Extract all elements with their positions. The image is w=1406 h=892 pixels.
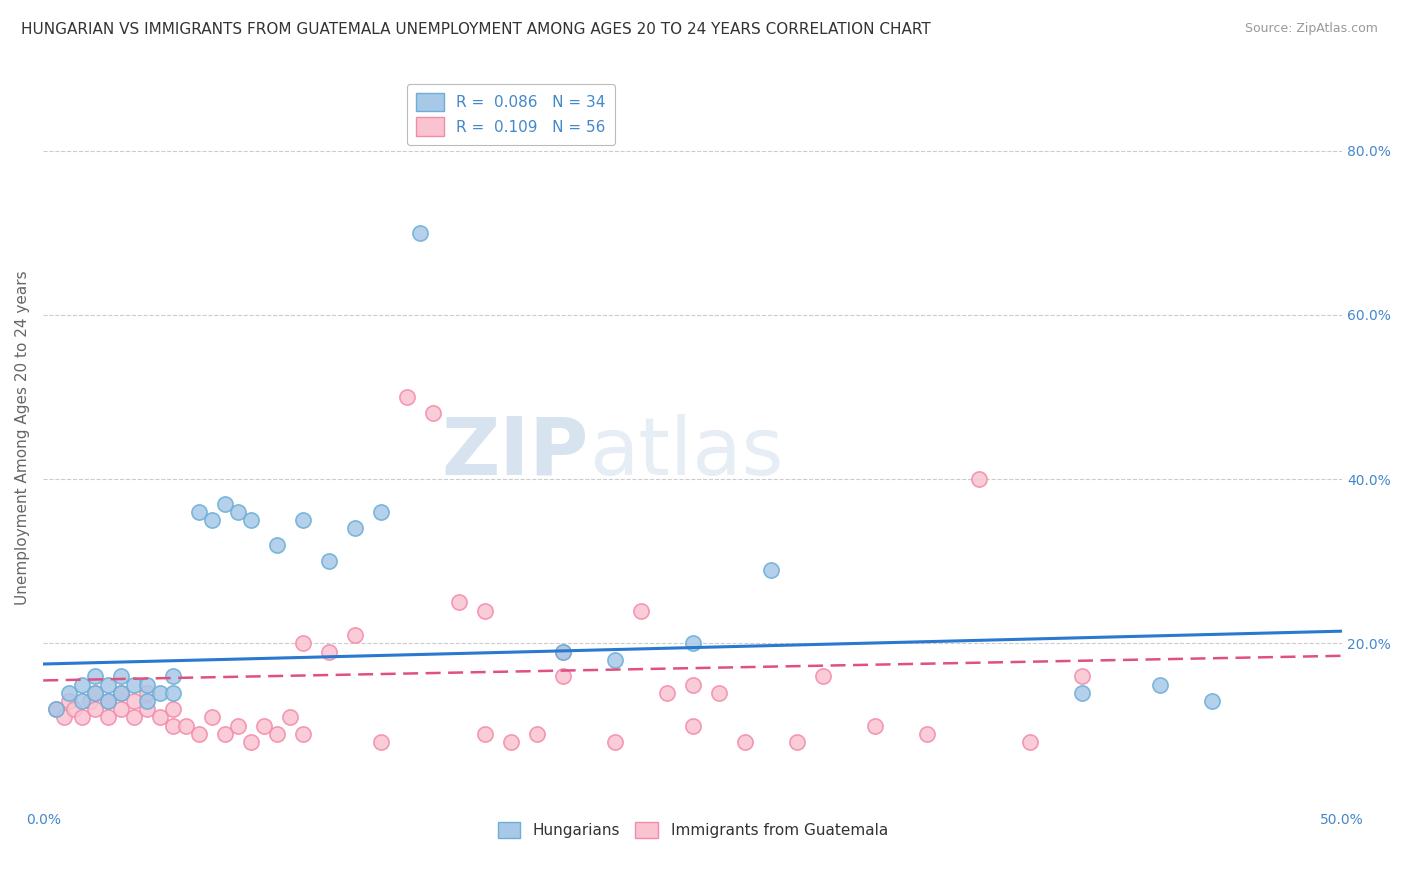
Point bbox=[110, 702, 132, 716]
Point bbox=[97, 677, 120, 691]
Point bbox=[174, 718, 197, 732]
Point bbox=[240, 735, 263, 749]
Point bbox=[162, 686, 184, 700]
Point bbox=[551, 669, 574, 683]
Point bbox=[811, 669, 834, 683]
Point bbox=[136, 694, 159, 708]
Point bbox=[97, 694, 120, 708]
Point bbox=[188, 505, 211, 519]
Point bbox=[149, 686, 172, 700]
Point bbox=[162, 669, 184, 683]
Point bbox=[1019, 735, 1042, 749]
Point bbox=[603, 735, 626, 749]
Text: atlas: atlas bbox=[589, 414, 783, 491]
Point bbox=[863, 718, 886, 732]
Point bbox=[70, 677, 93, 691]
Point bbox=[188, 727, 211, 741]
Point bbox=[734, 735, 756, 749]
Y-axis label: Unemployment Among Ages 20 to 24 years: Unemployment Among Ages 20 to 24 years bbox=[15, 271, 30, 606]
Point bbox=[292, 636, 315, 650]
Point bbox=[318, 554, 340, 568]
Point bbox=[136, 677, 159, 691]
Point bbox=[70, 694, 93, 708]
Point bbox=[551, 645, 574, 659]
Point bbox=[682, 636, 704, 650]
Point bbox=[97, 710, 120, 724]
Point bbox=[551, 645, 574, 659]
Point bbox=[226, 718, 249, 732]
Point bbox=[84, 702, 107, 716]
Point bbox=[370, 505, 392, 519]
Point bbox=[343, 521, 366, 535]
Point bbox=[149, 710, 172, 724]
Point bbox=[214, 727, 236, 741]
Point bbox=[474, 727, 496, 741]
Point bbox=[474, 604, 496, 618]
Point bbox=[97, 694, 120, 708]
Point bbox=[53, 710, 76, 724]
Point bbox=[292, 513, 315, 527]
Point bbox=[1071, 669, 1094, 683]
Point bbox=[63, 702, 86, 716]
Point bbox=[786, 735, 808, 749]
Point bbox=[967, 472, 990, 486]
Point bbox=[70, 710, 93, 724]
Point bbox=[240, 513, 263, 527]
Point bbox=[655, 686, 678, 700]
Point bbox=[45, 702, 67, 716]
Point bbox=[162, 702, 184, 716]
Legend: Hungarians, Immigrants from Guatemala: Hungarians, Immigrants from Guatemala bbox=[492, 816, 894, 845]
Point bbox=[915, 727, 938, 741]
Point bbox=[1201, 694, 1223, 708]
Point bbox=[266, 538, 288, 552]
Point bbox=[526, 727, 548, 741]
Point bbox=[122, 677, 145, 691]
Point bbox=[84, 669, 107, 683]
Point bbox=[122, 694, 145, 708]
Point bbox=[682, 718, 704, 732]
Text: Source: ZipAtlas.com: Source: ZipAtlas.com bbox=[1244, 22, 1378, 36]
Point bbox=[84, 686, 107, 700]
Point bbox=[110, 686, 132, 700]
Point bbox=[318, 645, 340, 659]
Point bbox=[630, 604, 652, 618]
Point bbox=[84, 686, 107, 700]
Point bbox=[447, 595, 470, 609]
Point bbox=[266, 727, 288, 741]
Point bbox=[409, 226, 432, 240]
Point bbox=[58, 694, 80, 708]
Point bbox=[45, 702, 67, 716]
Point bbox=[110, 686, 132, 700]
Point bbox=[370, 735, 392, 749]
Point bbox=[79, 694, 101, 708]
Point bbox=[136, 686, 159, 700]
Point bbox=[136, 702, 159, 716]
Point bbox=[292, 727, 315, 741]
Point bbox=[226, 505, 249, 519]
Point bbox=[162, 718, 184, 732]
Point bbox=[214, 497, 236, 511]
Point bbox=[253, 718, 276, 732]
Point bbox=[278, 710, 301, 724]
Point bbox=[122, 710, 145, 724]
Point bbox=[707, 686, 730, 700]
Point bbox=[58, 686, 80, 700]
Point bbox=[603, 653, 626, 667]
Point bbox=[1071, 686, 1094, 700]
Point bbox=[759, 563, 782, 577]
Text: ZIP: ZIP bbox=[441, 414, 589, 491]
Text: HUNGARIAN VS IMMIGRANTS FROM GUATEMALA UNEMPLOYMENT AMONG AGES 20 TO 24 YEARS CO: HUNGARIAN VS IMMIGRANTS FROM GUATEMALA U… bbox=[21, 22, 931, 37]
Point bbox=[395, 390, 418, 404]
Point bbox=[201, 513, 224, 527]
Point bbox=[201, 710, 224, 724]
Point bbox=[110, 669, 132, 683]
Point bbox=[422, 407, 444, 421]
Point bbox=[1149, 677, 1171, 691]
Point bbox=[343, 628, 366, 642]
Point bbox=[499, 735, 522, 749]
Point bbox=[682, 677, 704, 691]
